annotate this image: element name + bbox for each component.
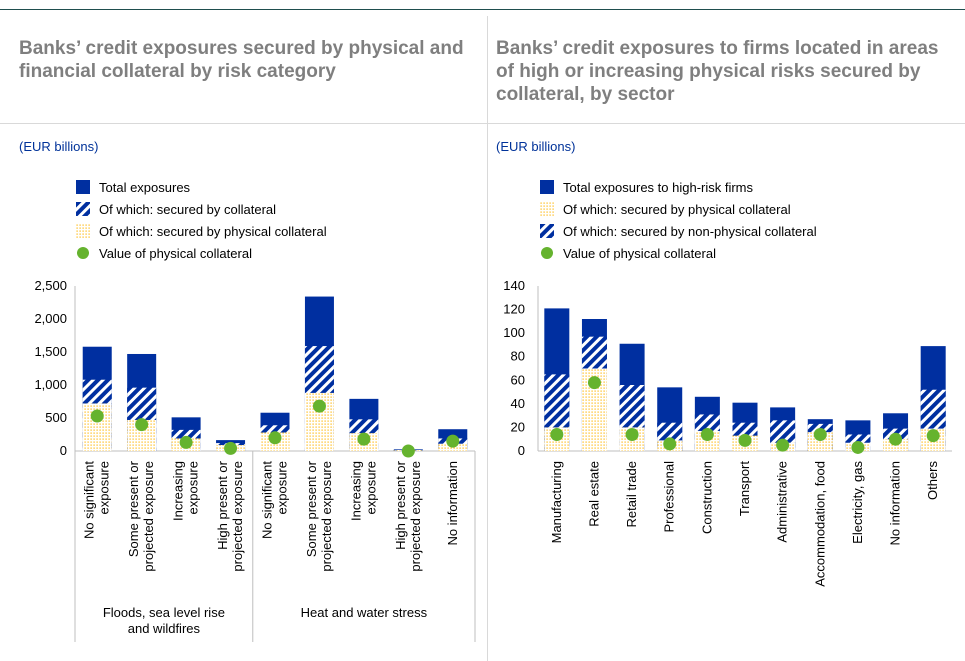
y-tick-label: 2,500: [34, 278, 67, 293]
x-tick-label: Increasingexposure: [171, 461, 201, 521]
x-tick-label: Accommodation, food: [812, 461, 827, 587]
value-dot: [179, 435, 193, 449]
group-label: Heat and water stress: [301, 605, 428, 620]
value-dot: [700, 428, 714, 441]
panel-divider: [487, 16, 488, 661]
x-tick-label: No significantexposure: [260, 461, 290, 539]
x-tick-label: High present orprojected exposure: [215, 460, 245, 571]
legend-label: Of which: secured by collateral: [99, 201, 277, 217]
value-dot: [401, 444, 415, 458]
legend-swatch-dot: [77, 247, 89, 259]
x-tick-label: Professional: [662, 461, 677, 533]
x-tick-label: Manufacturing: [549, 461, 564, 543]
right-legend: Total exposures to high-risk firms Of wh…: [540, 176, 817, 264]
value-dot: [625, 428, 639, 441]
x-tick-label: No significantexposure: [82, 461, 112, 539]
x-tick-label: Some present orprojected exposure: [304, 460, 334, 571]
value-dot: [312, 399, 326, 413]
right-chart-title: Banks’ credit exposures to firms located…: [496, 38, 939, 105]
legend-swatch-solid: [540, 180, 554, 194]
y-tick-label: 20: [511, 419, 525, 434]
x-tick-label: Others: [925, 461, 940, 501]
x-tick-label: Transport: [737, 461, 752, 517]
left-unit-label: (EUR billions): [19, 139, 99, 154]
value-dot: [813, 428, 827, 441]
value-dot: [135, 418, 149, 432]
x-tick-label: Real estate: [586, 461, 601, 527]
legend-label: Of which: secured by physical collateral: [99, 223, 327, 239]
y-tick-label: 500: [45, 410, 67, 425]
legend-swatch-hatched: [540, 224, 554, 238]
value-dot: [926, 429, 940, 443]
y-tick-label: 1,500: [34, 344, 67, 359]
left-chart: 0 500 1,000 1,500 2,000 2,500 No significantex…: [34, 278, 476, 642]
x-tick-label: No information: [445, 461, 460, 546]
legend-swatch-solid: [76, 180, 90, 194]
y-tick-label: 0: [518, 443, 525, 458]
y-tick-label: 100: [503, 325, 525, 340]
legend-item-value-physical: Value of physical collateral: [540, 242, 817, 264]
value-dot: [268, 431, 282, 445]
legend-item-physical-collateral: Of which: secured by physical collateral: [540, 198, 817, 220]
x-tick-label: Some present orprojected exposure: [126, 460, 156, 571]
x-tick-label: Increasingexposure: [348, 461, 378, 521]
value-dot: [663, 437, 677, 451]
value-dot: [224, 441, 238, 455]
y-tick-label: 60: [511, 372, 525, 387]
value-dot: [550, 428, 564, 441]
legend-swatch-dotted: [540, 202, 554, 216]
y-tick-label: 140: [503, 278, 525, 293]
legend-item-physical: Of which: secured by physical collateral: [76, 220, 327, 242]
value-dot: [738, 433, 752, 447]
right-unit-label: (EUR billions): [496, 139, 576, 154]
legend-label: Of which: secured by non-physical collat…: [563, 223, 817, 239]
x-tick-label: Electricity, gas: [850, 461, 865, 544]
y-tick-label: 1,000: [34, 377, 67, 392]
x-tick-label: Retail trade: [624, 461, 639, 527]
left-chart-title: Banks’ credit exposures secured by physi…: [19, 38, 464, 82]
value-dot: [446, 434, 460, 448]
legend-label: Total exposures to high-risk firms: [563, 179, 754, 195]
x-tick-label: High present orprojected exposure: [393, 460, 423, 571]
legend-label: Of which: secured by physical collateral: [563, 201, 791, 217]
y-tick-label: 0: [60, 443, 67, 458]
legend-item-collateral: Of which: secured by collateral: [76, 198, 327, 220]
value-dot: [889, 432, 903, 446]
value-dot: [587, 376, 601, 390]
y-tick-label: 120: [503, 302, 525, 317]
right-chart: 0 20 40 60 80 100 120 140 Manufacturing Real esta…: [503, 278, 952, 587]
legend-swatch-hatched: [76, 202, 90, 216]
legend-label: Value of physical collateral: [99, 245, 252, 261]
bar-physical-collateral: [807, 432, 833, 451]
value-dot: [776, 438, 790, 452]
right-title-rule: [488, 123, 965, 124]
value-dot: [851, 440, 865, 454]
y-tick-label: 80: [511, 349, 525, 364]
x-tick-label: Administrative: [775, 461, 790, 543]
legend-item-value: Value of physical collateral: [76, 242, 327, 264]
y-tick-label: 2,000: [34, 311, 67, 326]
legend-item-total: Total exposures: [76, 176, 327, 198]
legend-label: Total exposures: [99, 179, 191, 195]
left-legend: Total exposures Of which: secured by col…: [76, 176, 327, 264]
legend-item-total-highrisk: Total exposures to high-risk firms: [540, 176, 817, 198]
legend-label: Value of physical collateral: [563, 245, 716, 261]
x-tick-label: No information: [888, 461, 903, 546]
value-dot: [90, 409, 104, 423]
top-rule: [0, 9, 965, 10]
group-label: Floods, sea level rise and wildfires: [103, 605, 225, 636]
legend-item-nonphysical-collateral: Of which: secured by non-physical collat…: [540, 220, 817, 242]
left-title-rule: [0, 123, 487, 124]
x-tick-label: Construction: [699, 461, 714, 534]
value-dot: [357, 432, 371, 446]
y-tick-label: 40: [511, 396, 525, 411]
legend-swatch-dot: [541, 247, 553, 259]
legend-swatch-dotted: [76, 224, 90, 238]
